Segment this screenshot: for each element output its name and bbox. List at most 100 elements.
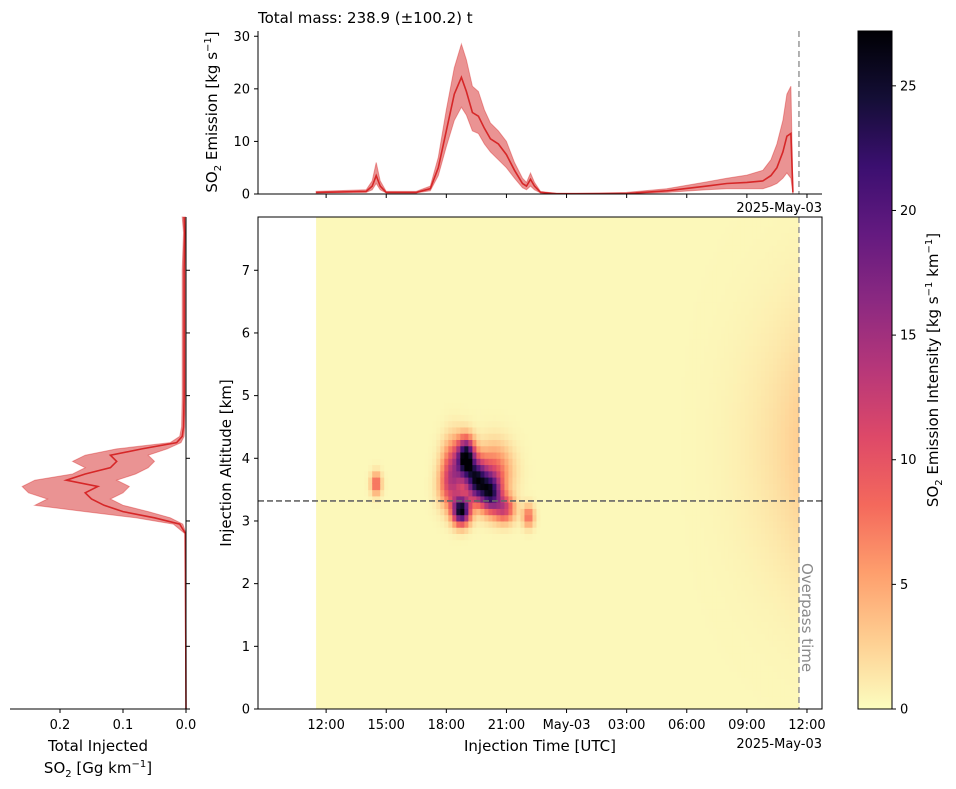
heatmap-cell [472, 646, 477, 654]
heatmap-cell [532, 376, 537, 384]
heatmap-cell [556, 658, 562, 666]
heatmap-cell [452, 420, 457, 428]
heatmap-cell [396, 301, 401, 309]
heatmap-cell [548, 232, 554, 240]
heatmap-cell [364, 546, 369, 553]
heatmap-cell [480, 596, 485, 603]
heatmap-cell [368, 640, 373, 647]
heatmap-cell [412, 220, 417, 227]
heatmap-cell [424, 614, 429, 622]
heatmap-cell [436, 282, 441, 290]
heatmap-cell [372, 339, 377, 346]
heatmap-cell [464, 596, 469, 603]
heatmap-cell [452, 326, 457, 334]
heatmap-cell [528, 245, 533, 252]
heatmap-cell [448, 426, 453, 434]
heatmap-cell [408, 683, 413, 691]
heatmap-cell [552, 270, 558, 278]
heatmap-cell [544, 640, 550, 647]
heatmap-cell [492, 533, 497, 541]
heatmap-cell [344, 646, 349, 654]
heatmap-cell [508, 383, 513, 390]
heatmap-cell [536, 401, 541, 409]
heatmap-cell [416, 571, 421, 578]
heatmap-cell [532, 401, 537, 409]
heatmap-cell [560, 571, 566, 578]
heatmap-cell [452, 226, 457, 234]
heatmap-cell [360, 646, 365, 654]
heatmap-cell [332, 358, 337, 365]
heatmap-cell [404, 264, 409, 271]
heatmap-cell [344, 652, 349, 660]
heatmap-cell [504, 627, 509, 635]
heatmap-cell [532, 270, 537, 278]
heatmap-cell [396, 289, 401, 296]
heatmap-cell [456, 489, 461, 497]
heatmap-cell [520, 671, 525, 679]
heatmap-cell [376, 608, 381, 616]
heatmap-cell [476, 282, 481, 290]
heatmap-cell [456, 370, 461, 378]
heatmap-cell [516, 408, 521, 415]
heatmap-cell [452, 232, 457, 240]
heatmap-cell [388, 251, 393, 259]
heatmap-cell [520, 445, 525, 453]
heatmap-cell [552, 364, 558, 372]
heatmap-cell [328, 589, 333, 597]
heatmap-cell [508, 251, 513, 259]
heatmap-cell [464, 339, 469, 346]
heatmap-cell [412, 289, 417, 296]
heatmap-cell [564, 358, 570, 365]
heatmap-cell [384, 332, 389, 340]
heatmap-cell [340, 652, 345, 660]
heatmap-cell [428, 690, 433, 697]
heatmap-cell [532, 702, 537, 710]
heatmap-cell [548, 376, 554, 384]
heatmap-cell [432, 583, 437, 591]
heatmap-cell [320, 627, 325, 635]
heatmap-cell [436, 470, 441, 478]
heatmap-cell [468, 307, 473, 315]
heatmap-cell [456, 671, 461, 679]
heatmap-cell [560, 646, 566, 654]
heatmap-cell [556, 401, 562, 409]
heatmap-cell [532, 295, 537, 303]
heatmap-cell [428, 671, 433, 679]
heatmap-cell [396, 539, 401, 547]
heatmap-cell [424, 383, 429, 390]
heatmap-cell [384, 558, 389, 566]
heatmap-cell [444, 408, 449, 415]
heatmap-cell [464, 301, 469, 309]
heatmap-cell [344, 408, 349, 415]
heatmap-cell [496, 395, 501, 403]
heatmap-cell [484, 652, 489, 660]
heatmap-cell [524, 414, 529, 422]
heatmap-cell [404, 702, 409, 710]
heatmap-cell [380, 282, 385, 290]
heatmap-cell [420, 702, 425, 710]
heatmap-cell [560, 583, 566, 591]
heatmap-cell [348, 571, 353, 578]
heatmap-cell [536, 696, 541, 704]
heatmap-cell [484, 483, 489, 491]
heatmap-cell [372, 514, 377, 522]
heatmap-cell [472, 640, 477, 647]
heatmap-cell [332, 276, 337, 284]
heatmap-cell [500, 658, 505, 666]
heatmap-cell [356, 217, 361, 221]
heatmap-cell [520, 470, 525, 478]
heatmap-cell [328, 583, 333, 591]
heatmap-cell [500, 376, 505, 384]
heatmap-cell [432, 508, 437, 516]
heatmap-cell [360, 640, 365, 647]
heatmap-cell [344, 332, 349, 340]
heatmap-cell [368, 627, 373, 635]
heatmap-cell [316, 477, 321, 484]
heatmap-cell [384, 596, 389, 603]
heatmap-cell [360, 533, 365, 541]
heatmap-cell [464, 226, 469, 234]
heatmap-cell [468, 539, 473, 547]
heatmap-cell [468, 332, 473, 340]
heatmap-cell [544, 326, 550, 334]
heatmap-cell [516, 282, 521, 290]
